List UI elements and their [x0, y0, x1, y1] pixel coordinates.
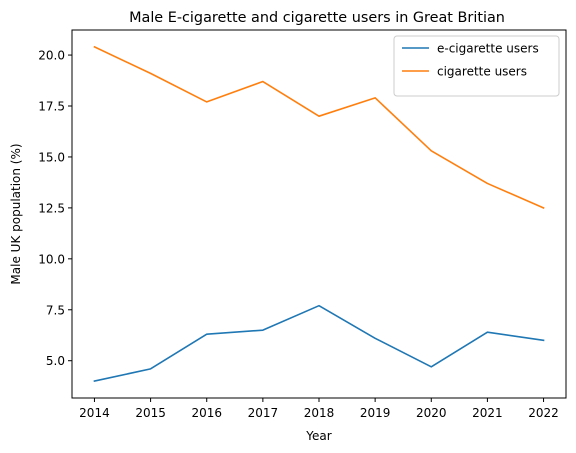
x-tick-label: 2022: [528, 406, 559, 420]
x-tick-label: 2019: [360, 406, 391, 420]
y-tick-label: 20.0: [38, 49, 65, 63]
x-tick-label: 2017: [248, 406, 279, 420]
plot-area-frame: [71, 29, 567, 399]
series-lines: [93, 45, 545, 383]
legend: e-cigarette users cigarette users: [393, 35, 560, 97]
x-tick-label: 2020: [416, 406, 447, 420]
y-tick-label: 12.5: [38, 201, 65, 215]
y-axis-ticks: 5.0 7.5 10.0 12.5 15.0 17.5 20.0: [38, 49, 72, 368]
y-tick-label: 5.0: [46, 354, 65, 368]
x-tick-label: 2021: [472, 406, 503, 420]
chart-title: Male E-cigarette and cigarette users in …: [129, 10, 505, 26]
y-tick-label: 15.0: [38, 150, 65, 164]
x-axis-label: Year: [305, 429, 331, 443]
y-tick-label: 7.5: [46, 303, 65, 317]
x-tick-label: 2015: [135, 406, 166, 420]
legend-label: cigarette users: [437, 65, 527, 79]
series-line-1: [93, 45, 545, 209]
legend-label: e-cigarette users: [437, 42, 539, 56]
y-tick-label: 10.0: [38, 252, 65, 266]
y-tick-label: 17.5: [38, 100, 65, 114]
series-line-0: [93, 304, 545, 383]
x-axis-ticks: 2014 2015 2016 2017 2018 2019 2020 2021 2022: [79, 398, 559, 420]
x-tick-label: 2016: [191, 406, 222, 420]
y-axis-label: Male UK population (%): [9, 143, 23, 284]
x-tick-label: 2018: [304, 406, 335, 420]
legend-box: [393, 35, 560, 97]
x-tick-label: 2014: [79, 406, 110, 420]
